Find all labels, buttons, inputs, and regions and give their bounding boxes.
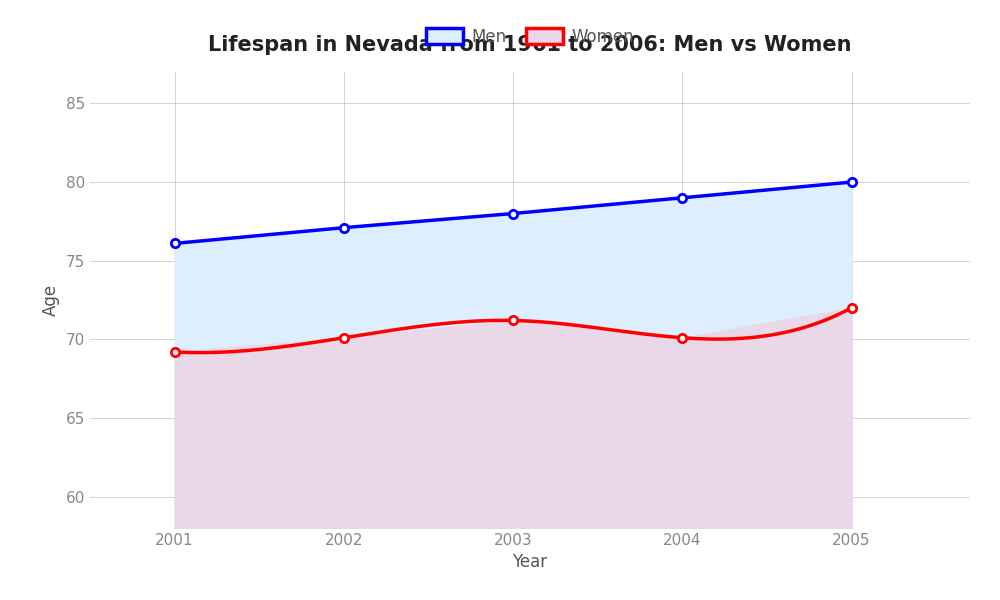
X-axis label: Year: Year xyxy=(512,553,548,571)
Title: Lifespan in Nevada from 1961 to 2006: Men vs Women: Lifespan in Nevada from 1961 to 2006: Me… xyxy=(208,35,852,55)
Y-axis label: Age: Age xyxy=(42,284,60,316)
Legend: Men, Women: Men, Women xyxy=(419,21,641,52)
